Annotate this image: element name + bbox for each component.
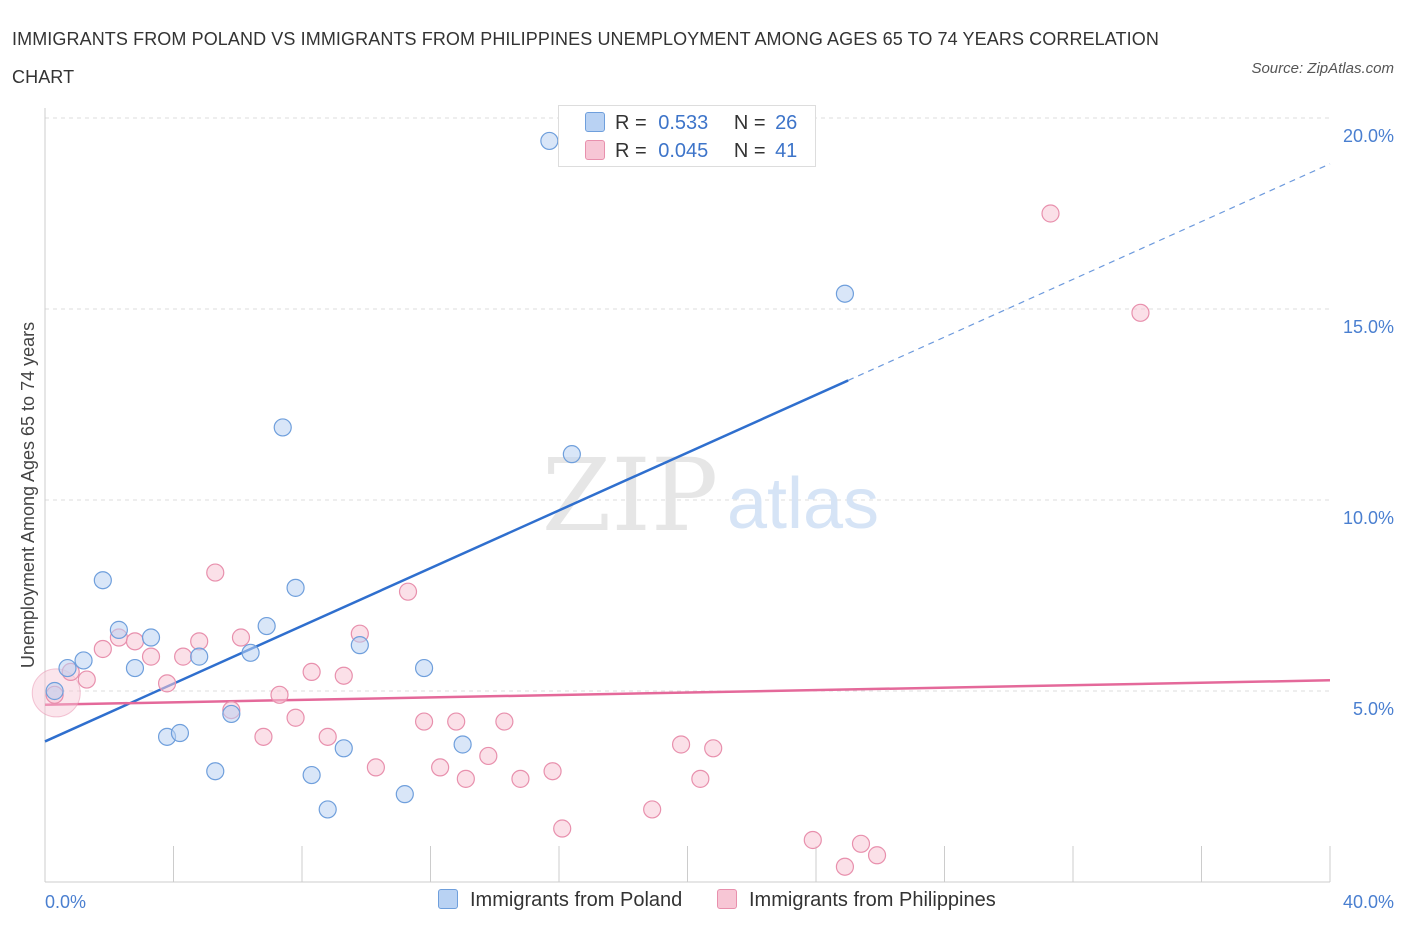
philippines-point bbox=[318, 727, 337, 746]
trend-lines bbox=[44, 163, 1331, 743]
philippines-point bbox=[835, 857, 855, 876]
philippines-point bbox=[704, 739, 723, 758]
poland-point bbox=[170, 723, 190, 743]
philippines-point bbox=[125, 632, 145, 651]
philippines-trend-line bbox=[44, 679, 1331, 707]
philippines-point bbox=[398, 582, 418, 601]
philippines-point bbox=[1041, 204, 1060, 223]
philippines-point bbox=[1131, 303, 1150, 322]
poland-point bbox=[414, 658, 434, 678]
philippines-point bbox=[414, 712, 434, 731]
philippines-point bbox=[431, 758, 450, 777]
poland-point bbox=[109, 620, 128, 639]
watermark-atlas: atlas bbox=[727, 464, 879, 544]
poland-point bbox=[453, 735, 472, 754]
poland-trend-extension bbox=[847, 163, 1331, 381]
y-axis-label: Unemployment Among Ages 65 to 74 years bbox=[18, 322, 38, 668]
philippines-point bbox=[867, 846, 887, 865]
philippines-point bbox=[190, 632, 209, 651]
legend-swatch-poland bbox=[438, 889, 458, 909]
legend-r-value-philippines: 0.045 bbox=[658, 140, 709, 162]
philippines-point bbox=[254, 727, 273, 746]
poland-point bbox=[562, 445, 581, 464]
x-tick-label-min: 0.0% bbox=[45, 892, 86, 912]
poland-point bbox=[45, 681, 64, 701]
legend-swatch-philippines bbox=[585, 140, 605, 160]
philippines-point bbox=[141, 647, 161, 666]
poland-point bbox=[222, 704, 241, 724]
philippines-point bbox=[174, 647, 193, 666]
chart-title: IMMIGRANTS FROM POLAND VS IMMIGRANTS FRO… bbox=[12, 29, 1159, 87]
legend-row-philippines: R = 0.045 N = 41 bbox=[585, 140, 797, 168]
philippines-point bbox=[366, 758, 385, 777]
poland-point bbox=[540, 131, 559, 151]
philippines-point bbox=[206, 563, 225, 582]
philippines-point bbox=[543, 762, 562, 781]
philippines-point bbox=[553, 819, 572, 838]
legend-r-label: R = bbox=[615, 140, 647, 162]
philippines-point bbox=[157, 674, 177, 693]
tick-labels: 0.0% 40.0% Unemployment Among Ages 65 to… bbox=[18, 126, 1394, 912]
y-tick-label: 15.0% bbox=[1343, 317, 1394, 337]
legend-label-philippines: Immigrants from Philippines bbox=[749, 889, 996, 911]
bottom-legend-philippines: Immigrants from Philippines bbox=[717, 889, 996, 912]
philippines-point bbox=[286, 708, 305, 727]
philippines-point bbox=[511, 769, 530, 788]
legend-swatch-philippines bbox=[717, 889, 737, 909]
poland-point bbox=[286, 578, 305, 597]
philippines-point bbox=[456, 769, 475, 788]
poland-point bbox=[273, 418, 292, 437]
grid-lines bbox=[45, 117, 1330, 692]
poland-point bbox=[125, 658, 145, 678]
poland-point bbox=[835, 284, 855, 303]
philippines-point bbox=[77, 670, 96, 689]
poland-point bbox=[257, 616, 276, 636]
legend-row-poland: R = 0.533 N = 26 bbox=[585, 112, 797, 140]
poland-point bbox=[141, 628, 161, 647]
philippines-point bbox=[93, 639, 112, 659]
poland-point bbox=[241, 643, 260, 662]
philippines-point bbox=[447, 712, 466, 731]
philippines-point bbox=[691, 769, 710, 788]
poland-point bbox=[334, 739, 353, 758]
legend-n-value-poland: 26 bbox=[775, 112, 798, 134]
philippines-point bbox=[851, 834, 871, 853]
stats-legend: R = 0.533 N = 26 R = 0.045 N = 41 bbox=[558, 105, 816, 167]
poland-point bbox=[58, 658, 77, 678]
legend-n-label: N = bbox=[733, 112, 766, 134]
philippines-point bbox=[270, 685, 289, 704]
poland-point bbox=[74, 651, 93, 670]
data-points bbox=[31, 131, 1150, 876]
poland-point bbox=[350, 636, 369, 655]
poland-point bbox=[190, 647, 209, 666]
poland-point bbox=[395, 785, 414, 804]
legend-label-poland: Immigrants from Poland bbox=[470, 889, 683, 911]
legend-r-label: R = bbox=[615, 112, 647, 134]
philippines-point bbox=[334, 666, 353, 685]
philippines-point bbox=[643, 800, 662, 819]
poland-point bbox=[318, 800, 337, 819]
poland-point bbox=[206, 762, 225, 781]
poland-point bbox=[93, 571, 112, 590]
philippines-point bbox=[803, 830, 822, 850]
philippines-point bbox=[231, 628, 251, 647]
philippines-point bbox=[495, 712, 514, 731]
legend-swatch-poland bbox=[585, 112, 605, 132]
y-tick-label: 5.0% bbox=[1353, 699, 1394, 719]
y-tick-label: 20.0% bbox=[1343, 126, 1394, 146]
legend-n-label: N = bbox=[733, 140, 766, 162]
source-label: Source: ZipAtlas.com bbox=[1251, 60, 1394, 77]
y-tick-label: 10.0% bbox=[1343, 508, 1394, 528]
axes bbox=[44, 108, 1331, 883]
legend-n-value-philippines: 41 bbox=[775, 140, 798, 162]
poland-point bbox=[302, 765, 321, 785]
bottom-legend-poland: Immigrants from Poland bbox=[438, 889, 682, 912]
philippines-point bbox=[302, 662, 321, 682]
philippines-point bbox=[671, 735, 691, 754]
legend-r-value-poland: 0.533 bbox=[658, 112, 709, 134]
x-tick-label-max: 40.0% bbox=[1343, 892, 1394, 912]
poland-trend-line bbox=[44, 379, 849, 743]
philippines-point bbox=[479, 746, 498, 766]
